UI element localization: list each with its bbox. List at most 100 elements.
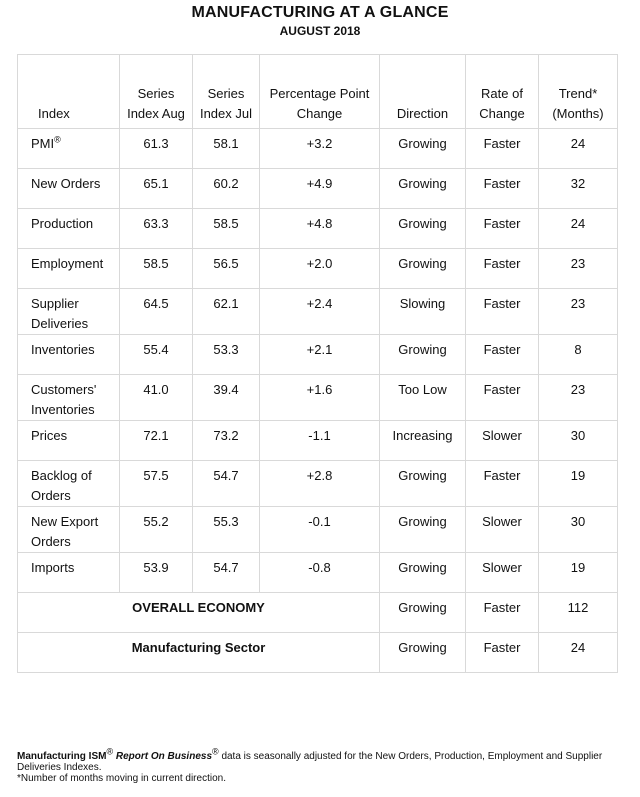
glance-table: Index Series Index Aug Series Index Jul … [17,54,618,673]
row-change-value: +2.1 [259,334,380,375]
row-trend-text: 30 [570,428,586,443]
row-trend: 19 [538,552,618,593]
row-trend-text: 19 [570,468,586,483]
row-index-label-text: Employment [31,256,104,271]
row-direction: Growing [379,334,466,375]
row-change-value-text: +2.4 [306,296,333,311]
summary-label: Manufacturing Sector [17,632,380,673]
row-change-value-text: +4.8 [306,216,333,231]
row-trend-text: 32 [570,176,586,191]
footnote: Manufacturing ISM® Report On Business® d… [17,747,627,784]
row-index-label-text: Prices [31,428,68,443]
table-row: PMI® 61.3 58.1 +3.2 Growing Faster 24 [17,128,618,169]
row-jul-value: 58.5 [192,208,260,249]
row-change-value: +4.9 [259,168,380,209]
table-row: New Export Orders 55.2 55.3 -0.1 Growing Slow… [17,506,618,553]
summary-label: OVERALL ECONOMY [17,592,380,633]
row-change-value-text: +3.2 [306,136,333,151]
row-direction: Growing [379,460,466,507]
row-jul-value-text: 58.1 [213,136,239,151]
page-title: MANUFACTURING AT A GLANCE [191,4,449,21]
footnote-report-reg: ® [212,746,219,757]
row-index-label-text: Imports [31,560,75,575]
row-rate-text: Slower [482,428,522,443]
registered-mark: ® [54,134,61,145]
row-change-value: -0.8 [259,552,380,593]
row-change-value: -1.1 [259,420,380,461]
row-aug-value-text: 41.0 [143,382,169,397]
row-change-value: -0.1 [259,506,380,553]
row-rate: Slower [465,552,539,593]
row-direction-text: Growing [398,216,447,231]
table-row: Employment 58.5 56.5 +2.0 Growing Faster 23 [17,248,618,289]
row-aug-value: 65.1 [119,168,193,209]
row-aug-value: 53.9 [119,552,193,593]
row-change-value: +2.0 [259,248,380,289]
row-index-label-text: Backlog of Orders [31,468,92,503]
header-jul: Series Index Jul [192,54,260,129]
row-index-label-text: New Export Orders [31,514,99,549]
row-direction-text: Slowing [399,296,446,311]
row-index-label-text: PMI [31,136,55,151]
row-index-label: Imports [17,552,120,593]
header-trend: Trend* (Months) [538,54,618,129]
footnote-report: Report On Business [115,751,213,762]
row-index-label: Customers' Inventories [17,374,120,421]
row-index-label: New Orders [17,168,120,209]
row-jul-value-text: 55.3 [213,514,239,529]
row-aug-value: 58.5 [119,248,193,289]
row-rate-text: Faster [483,382,521,397]
header-direction: Direction [379,54,466,129]
table-row: Production 63.3 58.5 +4.8 Growing Faster 24 [17,208,618,249]
row-direction: Growing [379,168,466,209]
row-change-value: +1.6 [259,374,380,421]
header-index: Index [17,54,120,129]
row-jul-value: 54.7 [192,460,260,507]
row-trend-text: 19 [570,560,586,575]
row-trend: 23 [538,288,618,335]
row-aug-value: 64.5 [119,288,193,335]
row-jul-value: 39.4 [192,374,260,421]
row-index-label: New Export Orders [17,506,120,553]
row-trend: 19 [538,460,618,507]
row-trend: 24 [538,208,618,249]
row-jul-value-text: 73.2 [213,428,239,443]
row-jul-value: 58.1 [192,128,260,169]
row-rate-text: Faster [483,342,521,357]
row-trend-text: 23 [570,296,586,311]
row-aug-value-text: 64.5 [143,296,169,311]
row-aug-value-text: 65.1 [143,176,169,191]
row-direction-text: Growing [398,342,447,357]
footnote-brand: Manufacturing ISM [17,751,107,762]
row-jul-value-text: 62.1 [213,296,239,311]
footnote-text: Manufacturing ISM® Report On Business® d… [17,747,627,773]
row-trend: 23 [538,248,618,289]
row-aug-value: 55.2 [119,506,193,553]
row-direction: Too Low [379,374,466,421]
row-direction: Growing [379,208,466,249]
row-jul-value-text: 53.3 [213,342,239,357]
row-direction-text: Too Low [398,382,447,397]
row-aug-value-text: 61.3 [143,136,169,151]
row-aug-value: 61.3 [119,128,193,169]
row-rate-text: Faster [483,468,521,483]
row-aug-value-text: 72.1 [143,428,169,443]
row-rate-text: Faster [483,256,521,271]
row-index-label: Supplier Deliveries [17,288,120,335]
row-aug-value-text: 63.3 [143,216,169,231]
row-rate: Faster [465,334,539,375]
row-index-label: Employment [17,248,120,289]
row-trend: 32 [538,168,618,209]
row-trend: 30 [538,420,618,461]
row-jul-value: 54.7 [192,552,260,593]
footnote-note: *Number of months moving in current dire… [17,773,226,784]
row-index-label-text: New Orders [31,176,101,191]
footnote-body: data is seasonally adjusted for the New … [17,751,603,773]
page-subtitle: AUGUST 2018 [279,24,361,38]
row-trend: 23 [538,374,618,421]
row-direction: Growing [379,552,466,593]
row-direction: Increasing [379,420,466,461]
row-change-value-text: -0.8 [308,560,331,575]
row-rate-text: Faster [483,136,521,151]
row-rate: Slower [465,420,539,461]
